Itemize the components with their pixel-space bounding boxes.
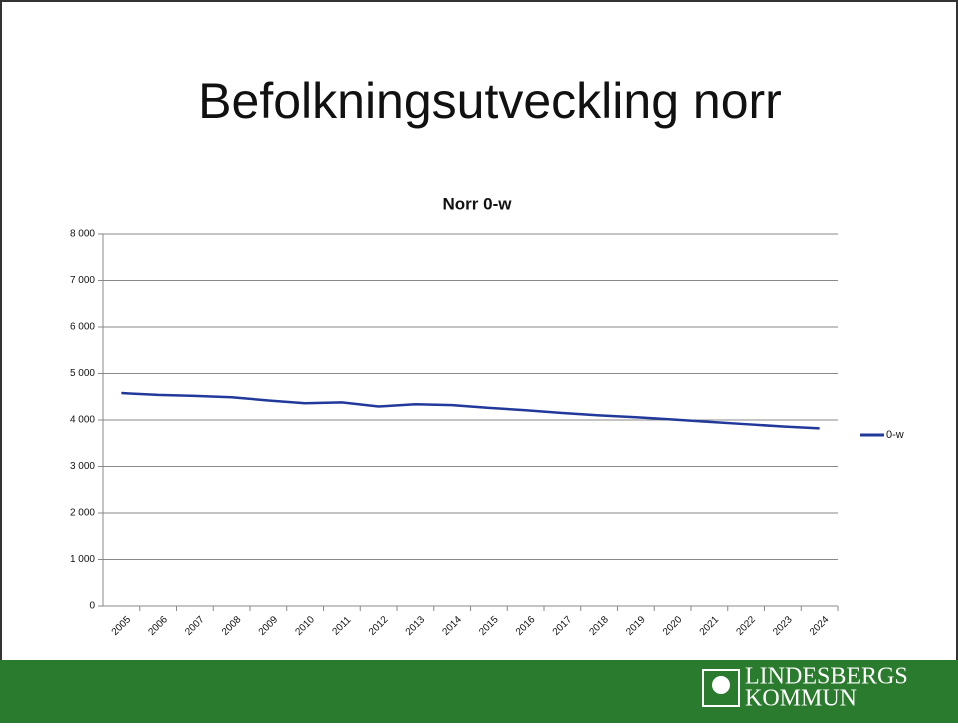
logo-emblem <box>702 669 740 707</box>
y-tick-label: 5 000 <box>70 368 95 379</box>
y-tick-label: 8 000 <box>70 229 95 240</box>
chart-title: Norr 0-w <box>443 194 513 213</box>
slide-title: Befolkningsutveckling norr <box>198 73 782 129</box>
y-tick-label: 2 000 <box>70 508 95 519</box>
y-tick-label: 4 000 <box>70 415 95 426</box>
y-tick-label: 6 000 <box>70 322 95 333</box>
y-tick-label: 0 <box>89 601 95 612</box>
y-tick-label: 3 000 <box>70 461 95 472</box>
legend-label: 0-w <box>886 429 904 441</box>
y-tick-label: 7 000 <box>70 275 95 286</box>
logo-tree <box>712 676 730 694</box>
line-series <box>121 391 820 430</box>
logo-text: LINDESBERGS <box>745 664 908 690</box>
footer-band <box>0 660 958 723</box>
logo-text: KOMMUN <box>745 686 857 712</box>
y-tick-label: 1 000 <box>70 554 95 565</box>
